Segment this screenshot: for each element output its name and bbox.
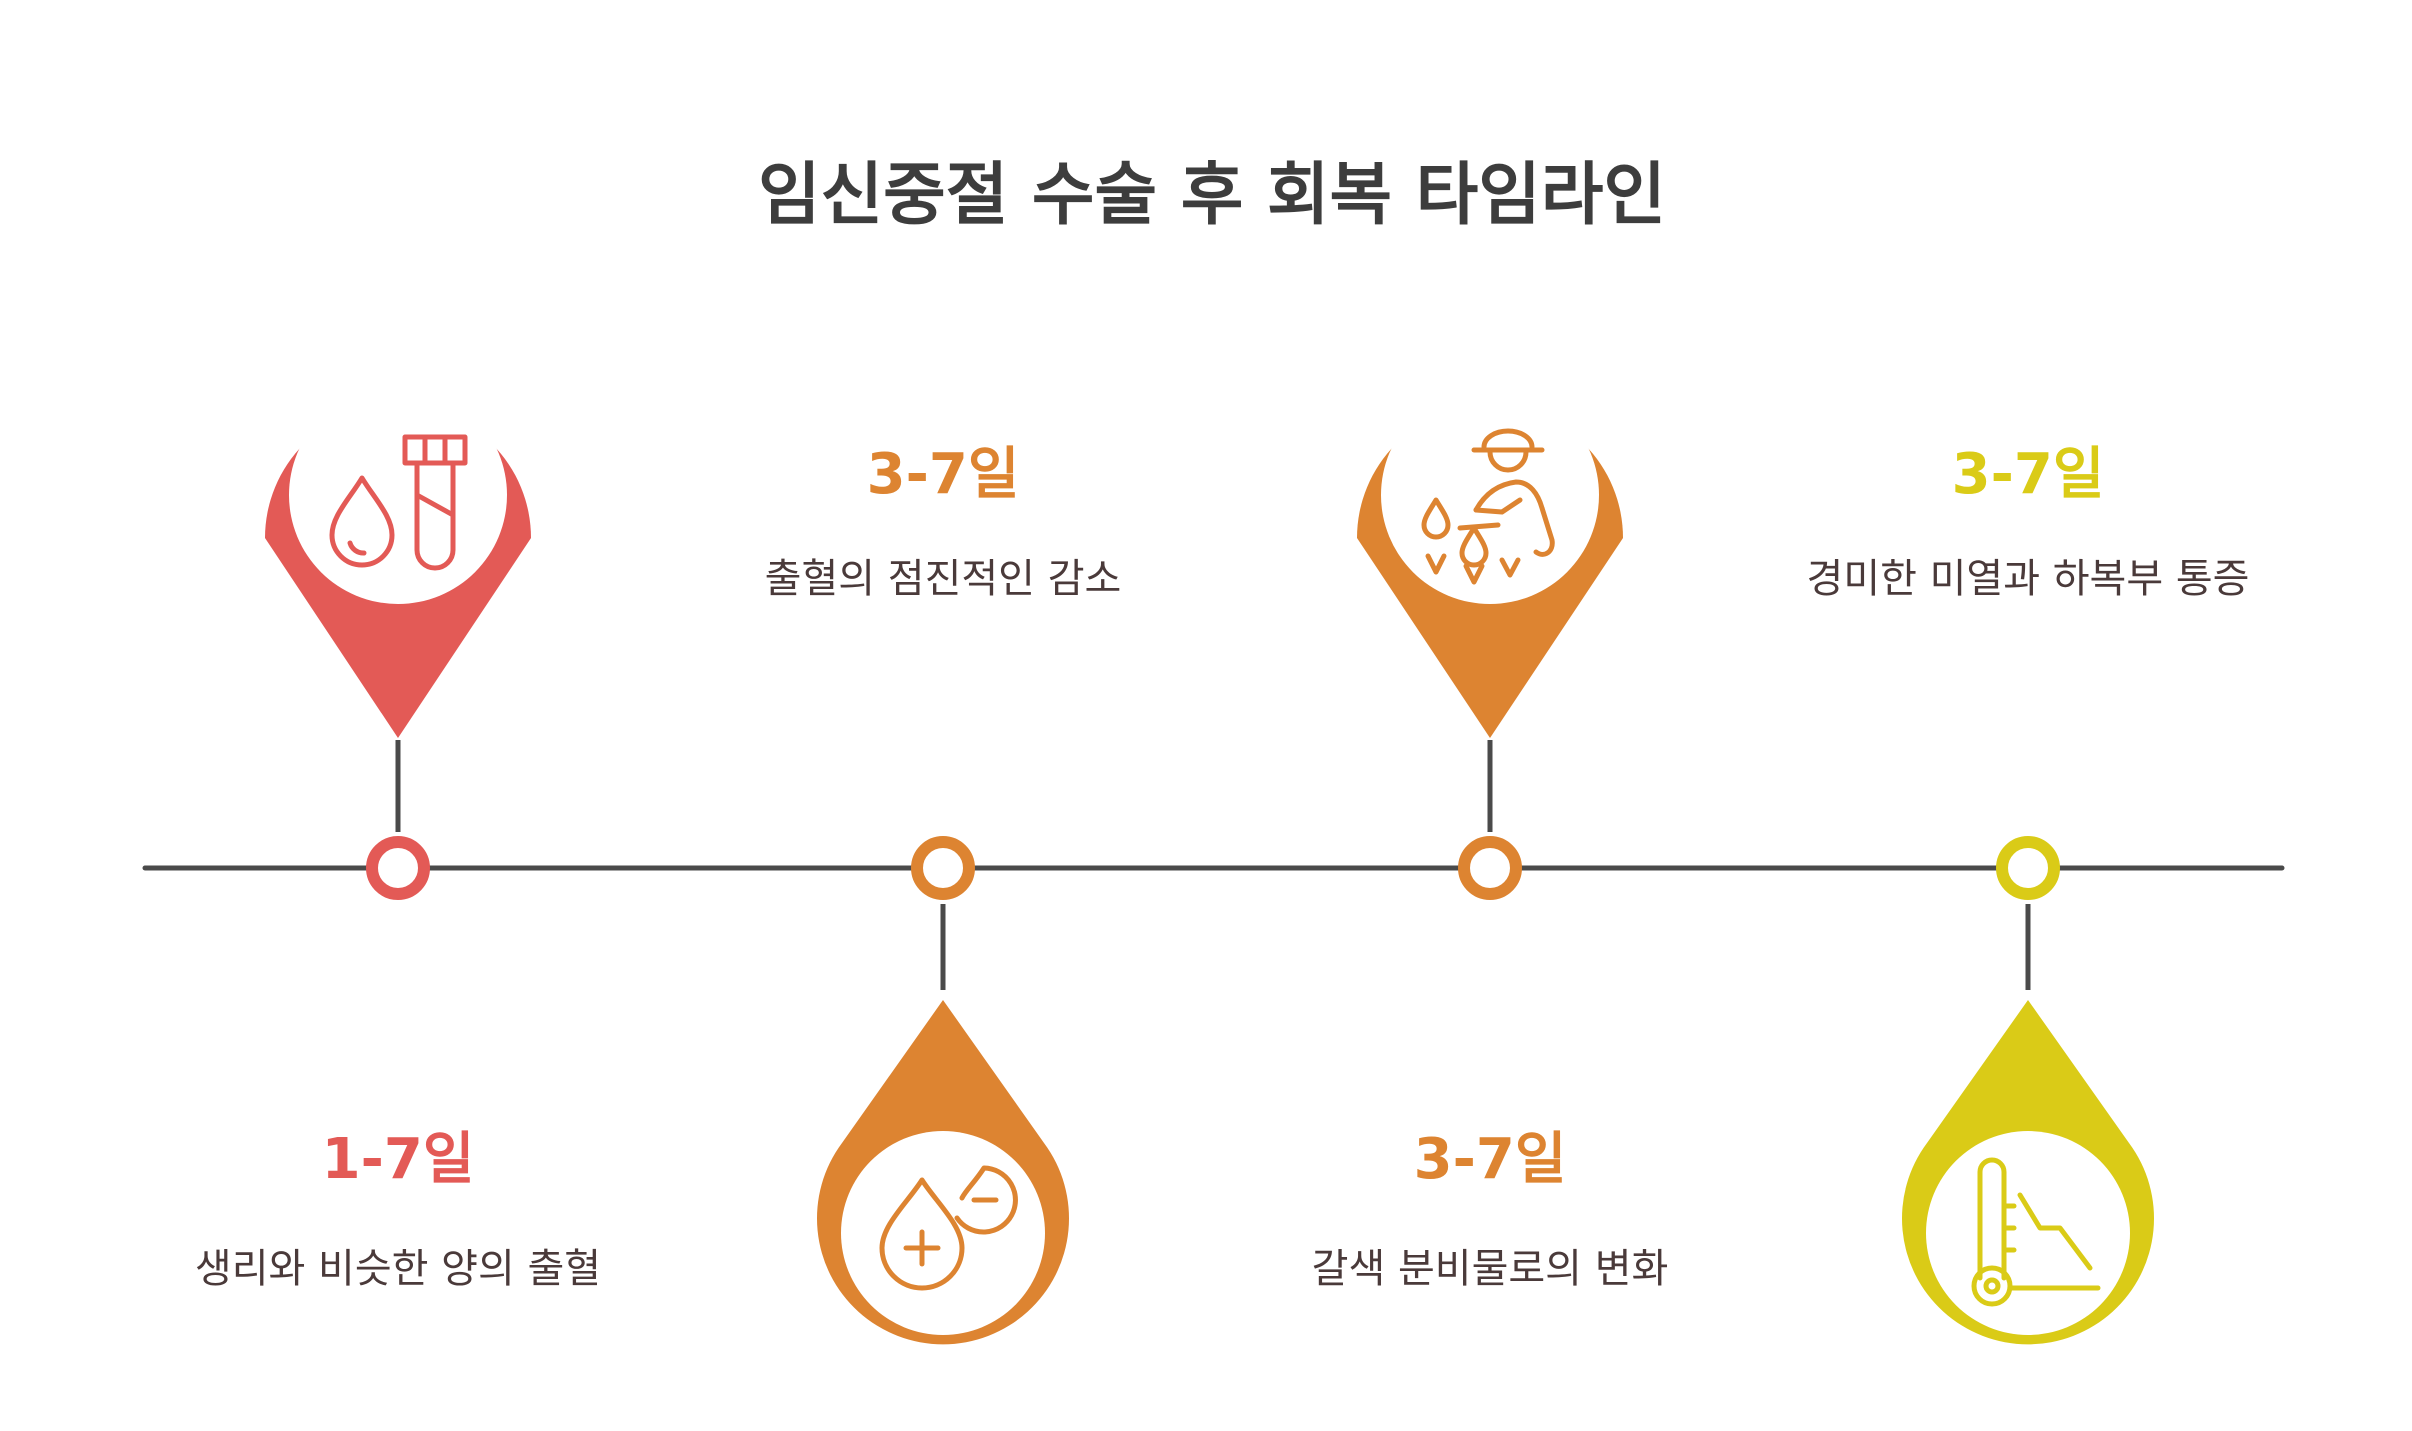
- timeline-node: [1996, 836, 2060, 900]
- map-pin-marker: [265, 386, 531, 738]
- milestone-period: 3-7일: [867, 442, 1020, 507]
- milestone-2: 3-7일 출혈의 점진적인 감소: [765, 442, 1122, 1345]
- milestone-1: 1-7일 생리와 비슷한 양의 출혈: [195, 386, 601, 1292]
- milestone-period: 1-7일: [322, 1127, 475, 1192]
- milestone-3: 3-7일 갈색 분비물로의 변화: [1312, 386, 1669, 1292]
- milestone-description: 출혈의 점진적인 감소: [765, 556, 1122, 602]
- drop-marker: [1902, 1000, 2155, 1345]
- milestone-description: 갈색 분비물로의 변화: [1312, 1246, 1669, 1292]
- milestone-period: 3-7일: [1952, 442, 2105, 507]
- thermometer-recline-icon: [1971, 1157, 2101, 1307]
- milestone-description: 경미한 미열과 하복부 통증: [1807, 556, 2250, 602]
- person-with-drops-icon: [1421, 428, 1555, 585]
- timeline-node: [1458, 836, 1522, 900]
- milestone-period: 3-7일: [1414, 1127, 1567, 1192]
- blood-drop-test-tube-icon: [329, 434, 468, 571]
- milestone-4: 3-7일 경미한 미열과 하복부 통증: [1807, 442, 2250, 1345]
- page-title: 임신중절 수술 후 회복 타임라인: [758, 156, 1666, 235]
- drop-marker: [817, 1000, 1070, 1345]
- timeline-node: [911, 836, 975, 900]
- timeline-node: [366, 836, 430, 900]
- milestone-description: 생리와 비슷한 양의 출혈: [195, 1246, 601, 1292]
- blood-drops-plus-minus-icon: [879, 1165, 1018, 1291]
